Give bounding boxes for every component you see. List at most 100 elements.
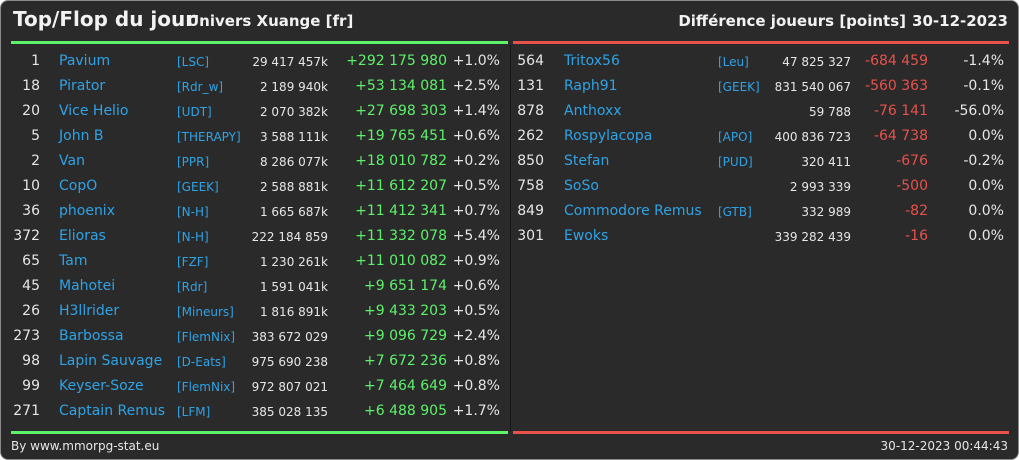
alliance-tag-link[interactable]: [PPR] — [177, 155, 210, 169]
alliance-tag-link[interactable]: [PUD] — [718, 155, 753, 169]
alliance-tag-link[interactable]: [FZF] — [177, 255, 209, 269]
alliance-tag-link[interactable]: [D-Eats] — [177, 355, 226, 369]
player-name-link[interactable]: Barbossa — [59, 328, 124, 344]
percent-change: +5.4% — [452, 228, 500, 244]
points-difference: -82 — [905, 203, 928, 219]
alliance-tag-link[interactable]: [FlemNix] — [177, 330, 236, 344]
alliance-tag-link[interactable]: [Rdr] — [177, 280, 208, 294]
player-name-link[interactable]: Raph91 — [564, 78, 618, 94]
alliance-tag-link[interactable]: [Rdr_w] — [177, 80, 224, 94]
player-points: 1 816 891k — [259, 305, 328, 319]
points-difference: -676 — [896, 153, 928, 169]
alliance-tag-link[interactable]: [N-H] — [177, 230, 209, 244]
points-difference: +18 010 782 — [355, 153, 447, 169]
percent-change: +0.2% — [452, 153, 500, 169]
percent-change: -56.0% — [954, 103, 1004, 119]
player-name-link[interactable]: Elioras — [59, 228, 106, 244]
player-name-link[interactable]: CopO — [59, 178, 98, 194]
points-difference: -64 738 — [873, 128, 928, 144]
player-name-link[interactable]: Anthoxx — [564, 103, 622, 119]
percent-change: 0.0% — [968, 228, 1004, 244]
flop-row: 131 Raph91 [GEEK] 831 540 067 -560 363 -0.1% — [512, 74, 1018, 99]
player-name-link[interactable]: Captain Remus — [59, 403, 166, 419]
player-rank: 273 — [13, 328, 40, 344]
player-rank: 850 — [517, 153, 544, 169]
player-name-link[interactable]: Pirator — [59, 78, 106, 94]
percent-change: +1.0% — [452, 53, 500, 69]
player-rank: 18 — [22, 78, 40, 94]
points-difference: -560 363 — [865, 78, 928, 94]
points-difference: -500 — [896, 178, 928, 194]
player-rank: 36 — [22, 203, 40, 219]
percent-change: +2.4% — [452, 328, 500, 344]
player-name-link[interactable]: Van — [59, 153, 85, 169]
player-rank: 301 — [517, 228, 544, 244]
alliance-tag-link[interactable]: [APO] — [718, 130, 753, 144]
bottom-divider-green — [11, 431, 508, 434]
player-name-link[interactable]: Commodore Remus — [564, 203, 702, 219]
player-rank: 26 — [22, 303, 40, 319]
percent-change: +0.8% — [452, 378, 500, 394]
player-points: 59 788 — [809, 105, 851, 119]
top-row: 98 Lapin Sauvage [D-Eats] 975 690 238 +7 672… — [1, 349, 510, 374]
alliance-tag-link[interactable]: [GEEK] — [177, 180, 219, 194]
player-points: 1 591 041k — [259, 280, 328, 294]
player-rank: 99 — [22, 378, 40, 394]
top-row: 271 Captain Remus [LFM] 385 028 135 +6 488 9… — [1, 399, 510, 424]
player-points: 2 993 339 — [789, 180, 851, 194]
player-name-link[interactable]: Rospylacopa — [564, 128, 653, 144]
top-row: 20 Vice Helio [UDT] 2 070 382k +27 698 303 +1… — [1, 99, 510, 124]
top-divider-green — [11, 41, 508, 44]
player-name-link[interactable]: John B — [59, 128, 104, 144]
points-difference: +11 332 078 — [355, 228, 447, 244]
percent-change: +0.7% — [452, 203, 500, 219]
player-name-link[interactable]: Tam — [59, 253, 88, 269]
player-name-link[interactable]: H3llrider — [59, 303, 120, 319]
player-name-link[interactable]: phoenix — [59, 203, 115, 219]
player-name-link[interactable]: Pavium — [59, 53, 111, 69]
alliance-tag-link[interactable]: [LSC] — [177, 55, 210, 69]
alliance-tag-link[interactable]: [UDT] — [177, 105, 212, 119]
top-row: 10 CopO [GEEK] 2 588 881k +11 612 207 +0.5% — [1, 174, 510, 199]
player-name-link[interactable]: Tritox56 — [564, 53, 620, 69]
player-name-link[interactable]: Stefan — [564, 153, 610, 169]
player-rank: 5 — [31, 128, 40, 144]
player-rank: 1 — [31, 53, 40, 69]
player-rank: 131 — [517, 78, 544, 94]
top-row: 26 H3llrider [Mineurs] 1 816 891k +9 433 203… — [1, 299, 510, 324]
footer-timestamp: 30-12-2023 00:44:43 — [880, 439, 1008, 453]
alliance-tag-link[interactable]: [Leu] — [718, 55, 749, 69]
page-title: Top/Flop du jour — [13, 7, 196, 31]
points-difference: +7 672 236 — [364, 353, 447, 369]
player-rank: 849 — [517, 203, 544, 219]
player-points: 8 286 077k — [259, 155, 328, 169]
percent-change: +2.5% — [452, 78, 500, 94]
alliance-tag-link[interactable]: [N-H] — [177, 205, 209, 219]
top-row: 273 Barbossa [FlemNix] 383 672 029 +9 096 72… — [1, 324, 510, 349]
points-difference: -684 459 — [865, 53, 928, 69]
player-rank: 65 — [22, 253, 40, 269]
points-difference: +6 488 905 — [364, 403, 447, 419]
percent-change: +0.6% — [452, 128, 500, 144]
player-points: 339 282 439 — [774, 230, 851, 244]
player-name-link[interactable]: Keyser-Soze — [59, 378, 144, 394]
player-name-link[interactable]: Vice Helio — [59, 103, 129, 119]
percent-change: -0.1% — [963, 78, 1004, 94]
alliance-tag-link[interactable]: [GTB] — [718, 205, 752, 219]
top-list: 1 Pavium [LSC] 29 417 457k +292 175 980 +1.0%… — [1, 49, 510, 424]
player-name-link[interactable]: Mahotei — [59, 278, 116, 294]
alliance-tag-link[interactable]: [LFM] — [177, 405, 211, 419]
player-name-link[interactable]: SoSo — [564, 178, 599, 194]
player-rank: 20 — [22, 103, 40, 119]
percent-change: 0.0% — [968, 128, 1004, 144]
player-name-link[interactable]: Lapin Sauvage — [59, 353, 163, 369]
alliance-tag-link[interactable]: [FlemNix] — [177, 380, 236, 394]
player-name-link[interactable]: Ewoks — [564, 228, 609, 244]
player-rank: 564 — [517, 53, 544, 69]
player-rank: 878 — [517, 103, 544, 119]
points-difference: -76 141 — [873, 103, 928, 119]
alliance-tag-link[interactable]: [THERAPY] — [177, 130, 241, 144]
alliance-tag-link[interactable]: [Mineurs] — [177, 305, 234, 319]
percent-change: +0.9% — [452, 253, 500, 269]
alliance-tag-link[interactable]: [GEEK] — [718, 80, 760, 94]
